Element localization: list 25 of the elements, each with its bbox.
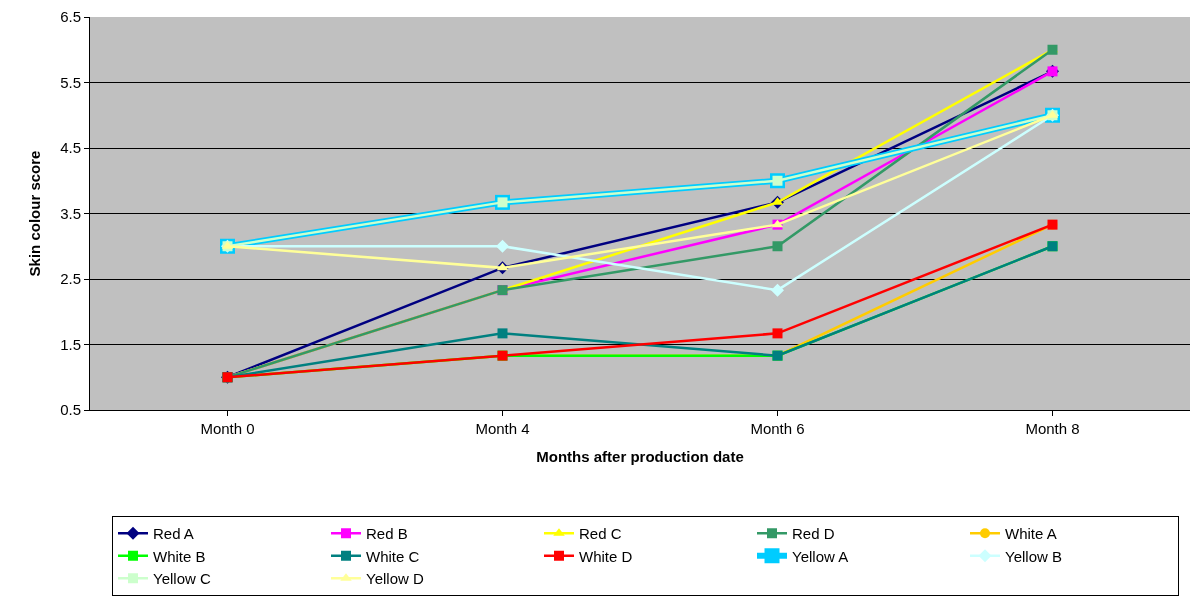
legend-label: White C xyxy=(366,547,420,565)
y-tick-label: 3.5 xyxy=(60,204,81,222)
legend-label: White A xyxy=(1005,525,1057,543)
legend-label: Yellow D xyxy=(366,570,424,588)
y-tick-label: 1.5 xyxy=(60,335,81,353)
y-axis-title: Skin colour score xyxy=(26,150,44,277)
x-axis-title: Months after production date xyxy=(536,448,744,465)
legend-label: White D xyxy=(579,547,633,565)
y-tick-label: 2.5 xyxy=(60,270,81,288)
y-tick-label: 5.5 xyxy=(60,73,81,91)
legend-label: Red C xyxy=(579,525,622,543)
legend-label: Red A xyxy=(153,525,194,543)
legend-label: Red D xyxy=(792,525,835,543)
legend-label: Yellow C xyxy=(153,570,211,588)
y-tick-label: 4.5 xyxy=(60,139,81,157)
y-tick-label: 0.5 xyxy=(60,401,81,419)
x-tick-label: Month 8 xyxy=(1025,420,1080,437)
legend-label: Red B xyxy=(366,525,408,543)
y-tick-label: 6.5 xyxy=(60,8,81,26)
x-tick-label: Month 6 xyxy=(750,420,805,437)
x-tick-label: Month 4 xyxy=(475,420,530,437)
legend-label: White B xyxy=(153,547,206,565)
x-tick-label: Month 0 xyxy=(200,420,255,437)
legend-label: Yellow A xyxy=(792,547,849,565)
legend-label: Yellow B xyxy=(1005,547,1062,565)
